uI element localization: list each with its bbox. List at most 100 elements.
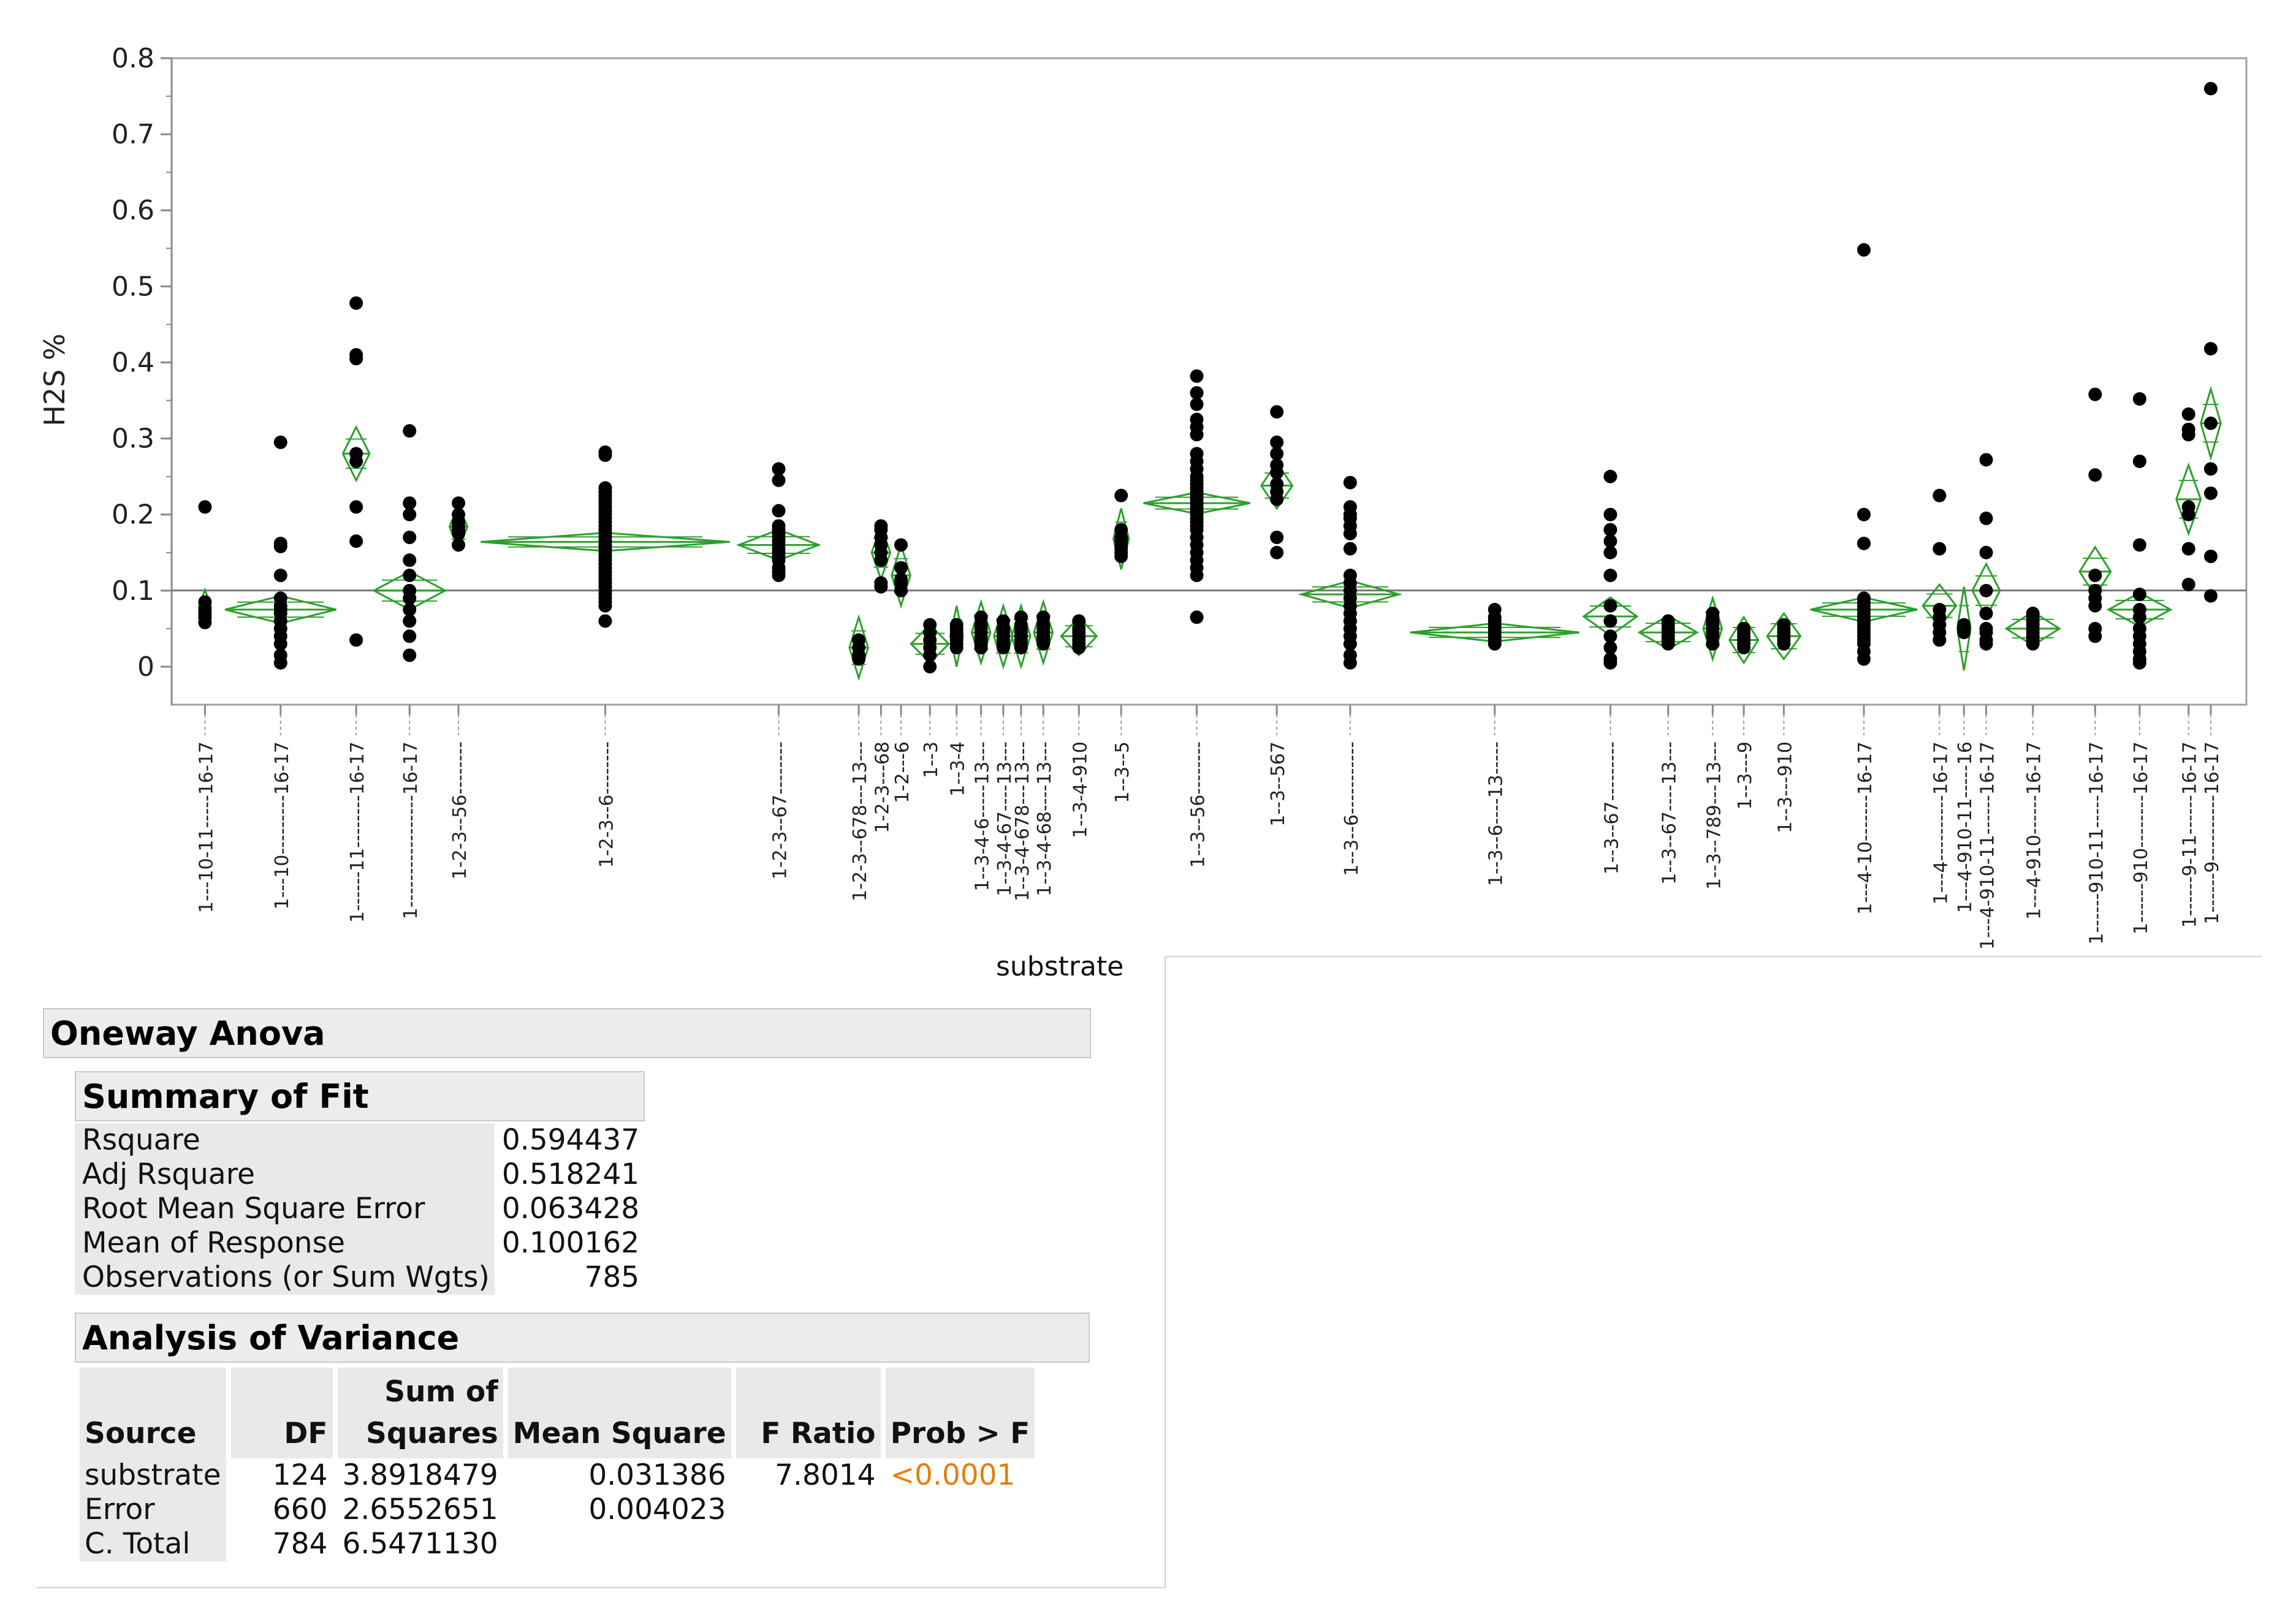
x-tick-label: 1------910--------16-17 [2131,741,2152,934]
x-tick-label: 1-2---6 [892,741,913,803]
data-point [1270,405,1284,419]
x-tick-label: 1--3--5 [1112,741,1133,803]
data-point [2203,81,2218,96]
fit-row: Observations (or Sum Wgts) 785 [75,1260,644,1295]
group [2175,407,2202,591]
anova-ms [508,1527,731,1561]
x-tick-label: 1------910-11-----16-17 [2086,741,2107,945]
data-point [1190,428,1204,442]
anova-source: Error [80,1493,226,1527]
anova-row: C. Total 784 6.5471130 [80,1527,1035,1561]
anova-prob [886,1527,1035,1561]
y-tick-label: 0.1 [112,575,154,607]
data-point [2132,610,2146,624]
data-point [894,583,908,597]
anova-table: Source DF Sum of Squares Mean Square F R… [75,1368,1040,1561]
col-df: DF [230,1368,333,1458]
oneway-anova-header[interactable]: Oneway Anova [43,1008,1091,1058]
col-prob-f: Prob > F [885,1368,1035,1458]
data-point [1603,629,1617,643]
x-tick-label: 1--3--567 [1268,741,1289,827]
group [1060,614,1098,657]
data-point [1270,447,1284,461]
x-tick-label: 1-2-3--56-------- [449,741,471,879]
data-point [2203,416,2218,430]
data-point [1603,640,1617,654]
oneway-chart: 0 0.1 0.2 0.3 0.4 0.5 0.6 0.7 0.8 H2S % 1---10-1… [38,43,2248,950]
groups-layer [197,81,2222,681]
anova-source: substrate [80,1458,226,1493]
data-point [874,580,888,594]
data-point [2203,589,2218,603]
anova-source: C. Total [80,1527,226,1561]
x-tick-label: 1------11--------16-17 [347,741,368,923]
group [1956,586,1972,671]
data-point [2132,656,2146,670]
data-point [1270,466,1284,480]
data-point [1343,542,1357,556]
data-point [1979,511,1993,525]
report-frame [37,956,1166,1588]
data-point [1603,545,1617,559]
group [949,605,964,667]
group [1112,488,1130,570]
analysis-of-variance-header[interactable]: Analysis of Variance [75,1313,1090,1363]
data-point [772,504,786,518]
x-tick-label: 1--3 [921,741,942,778]
group [1298,475,1403,670]
data-point [598,599,612,613]
data-point [1957,626,1971,640]
summary-of-fit-header[interactable]: Summary of Fit [75,1071,645,1121]
col-ss-line1: Sum of [384,1375,498,1409]
data-point [349,500,363,514]
x-tick-label: 1---4-10-------16-17 [1855,741,1876,915]
data-point [1114,488,1128,502]
anova-prob: <0.0001 [890,1458,1016,1492]
x-tick-label: 1-2-3--6-------- [596,741,617,868]
data-point [452,526,466,540]
data-point [1114,549,1128,563]
fit-label: Mean of Response [75,1226,495,1260]
group [910,618,951,673]
anova-f: 7.8014 [775,1458,876,1492]
x-tick-label: 1-2-3--678---13--- [850,741,871,901]
data-point [2132,454,2146,468]
group [1033,599,1054,666]
fit-value: 0.518241 [501,1157,640,1191]
group [448,496,469,552]
data-point [1706,637,1720,651]
fit-label: Root Mean Square Error [75,1192,495,1226]
anova-f [736,1493,881,1527]
data-point [1072,640,1086,654]
data-point [2203,342,2218,356]
fit-value: 0.063428 [501,1192,640,1226]
group [1766,612,1802,661]
data-point [2132,392,2146,406]
data-point [2088,387,2102,401]
y-tick-label: 0.5 [112,271,154,302]
data-point [1270,435,1284,449]
data-point [949,640,964,654]
data-point [1857,536,1871,550]
data-point [772,569,786,582]
col-f-ratio: F Ratio [736,1368,881,1458]
anova-prob [886,1493,1035,1527]
data-point [923,648,937,662]
col-source: Source [80,1368,226,1458]
fit-row: Mean of Response 0.100162 [75,1226,644,1260]
data-point [1190,386,1204,400]
data-point [1270,530,1284,544]
group [2200,81,2222,603]
x-tick-label: 1--3-4 [948,741,969,797]
data-point [403,629,417,643]
data-point [974,640,988,654]
fit-value: 0.594437 [501,1123,640,1157]
x-tick-label: 1-----------------16-17 [400,741,422,919]
data-point [923,659,937,673]
anova-ss: 3.8918479 [342,1458,498,1492]
x-tick-label: 1--3-4-678---13--- [1012,741,1033,901]
group [197,500,213,629]
data-point [1603,469,1617,483]
data-point [874,553,888,567]
data-point [772,473,786,487]
